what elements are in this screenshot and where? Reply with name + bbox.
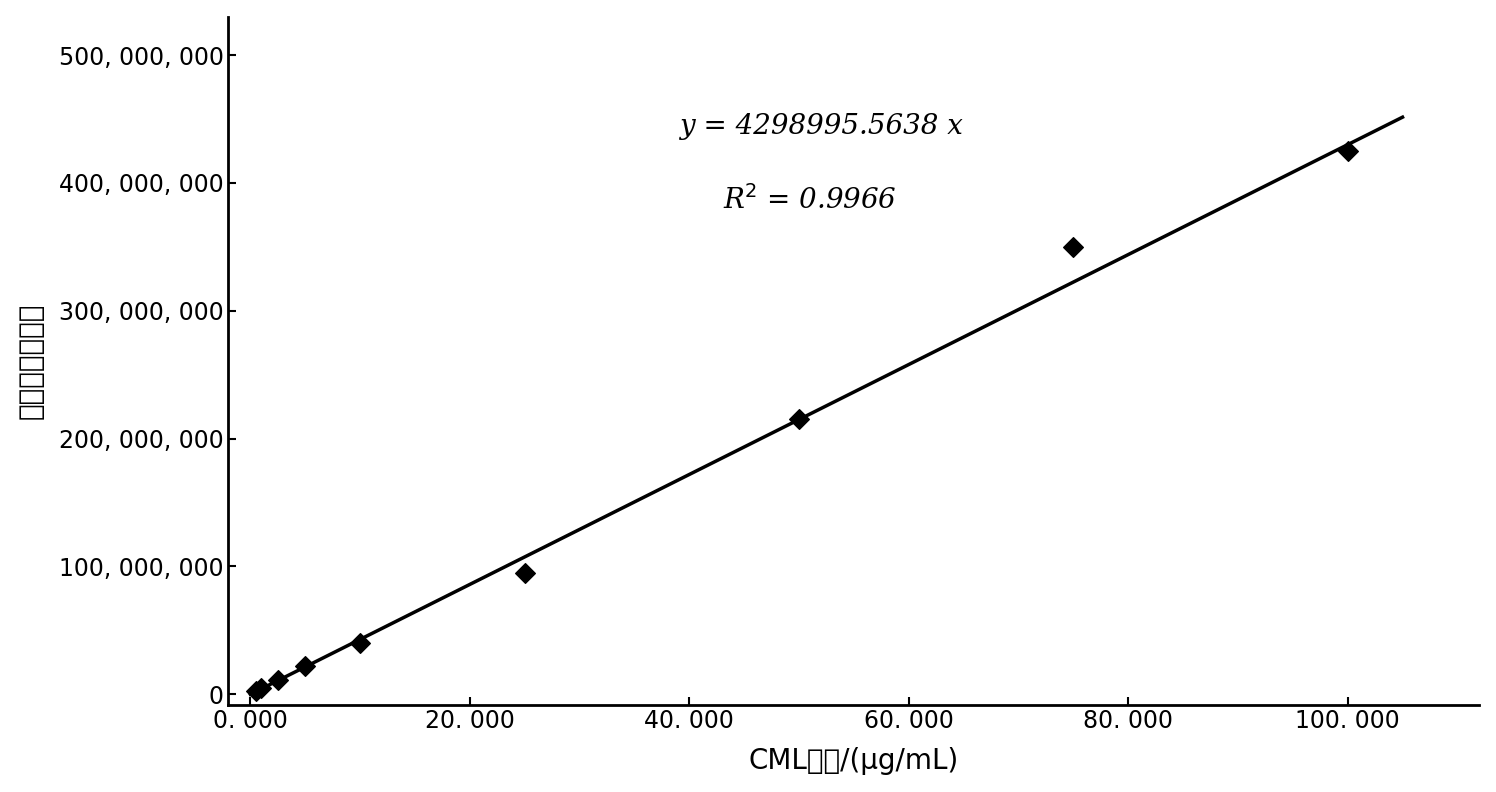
- Point: [1061, 241, 1085, 253]
- Text: R$^2$ = 0.9966: R$^2$ = 0.9966: [723, 185, 896, 215]
- Point: [293, 660, 317, 672]
- Point: [266, 674, 290, 687]
- Point: [250, 682, 274, 695]
- Point: [787, 413, 811, 426]
- X-axis label: CML浓度/(μg/mL): CML浓度/(μg/mL): [749, 748, 959, 775]
- Point: [349, 637, 373, 649]
- Text: y = 4298995.5638 x: y = 4298995.5638 x: [679, 112, 962, 139]
- Y-axis label: 质谱信号峰面积: 质谱信号峰面积: [16, 303, 45, 419]
- Point: [513, 566, 537, 579]
- Point: [244, 684, 268, 697]
- Point: [1336, 145, 1360, 158]
